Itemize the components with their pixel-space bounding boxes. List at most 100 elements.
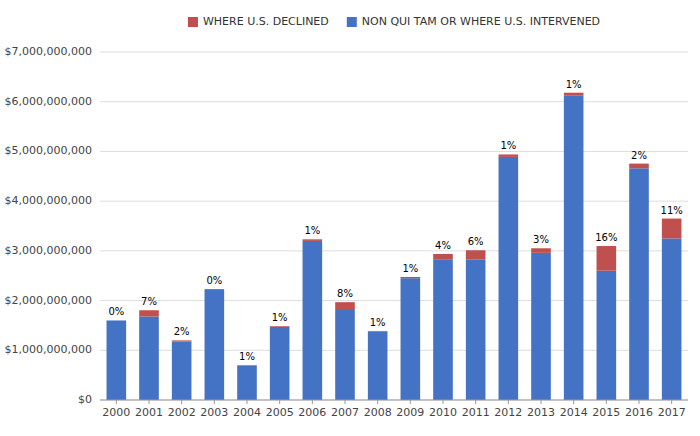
annotation: 2%	[631, 150, 647, 161]
chart: $0 $1,000,000,000 $2,000,000,000 $3,000,000…	[0, 0, 700, 436]
bar	[564, 93, 584, 96]
annotation: 1%	[500, 140, 516, 151]
x-tick	[671, 400, 672, 404]
annotation: 2%	[174, 326, 190, 337]
x-tick-label: 2013	[527, 406, 555, 419]
x-tick-label: 2015	[592, 406, 620, 419]
annotation: 7%	[141, 296, 157, 307]
x-tick-label: 2016	[625, 406, 653, 419]
legend-swatch	[347, 17, 357, 27]
x-tick-label: 2012	[494, 406, 522, 419]
x-tick-label: 2000	[102, 406, 130, 419]
x-tick	[410, 400, 411, 404]
annotation: 0%	[206, 275, 222, 286]
bar	[139, 316, 159, 400]
x-tick	[279, 400, 280, 404]
legend-item: WHERE U.S. DECLINED	[188, 15, 329, 28]
bar	[401, 278, 421, 400]
y-tick-label: $2,000,000,000	[5, 294, 92, 307]
legend-swatch	[188, 17, 198, 27]
x-tick-label: 2007	[331, 406, 359, 419]
bar	[597, 271, 617, 400]
legend-item: NON QUI TAM OR WHERE U.S. INTERVENED	[347, 15, 600, 28]
grid-line	[100, 151, 688, 152]
bar	[629, 168, 649, 400]
annotation: 1%	[402, 263, 418, 274]
y-tick-label: $3,000,000,000	[5, 244, 92, 257]
y-tick-label: $5,000,000,000	[5, 144, 92, 157]
x-tick-label: 2009	[396, 406, 424, 419]
x-tick	[573, 400, 574, 404]
annotation: 3%	[533, 234, 549, 245]
x-tick-label: 2008	[364, 406, 392, 419]
legend: WHERE U.S. DECLINED NON QUI TAM OR WHERE …	[188, 15, 600, 28]
background	[0, 0, 700, 436]
x-tick-label: 2003	[200, 406, 228, 419]
bar	[237, 365, 257, 366]
y-tick-label: $7,000,000,000	[5, 45, 92, 58]
x-tick	[639, 400, 640, 404]
x-tick-label: 2004	[233, 406, 261, 419]
x-axis: 2000200120022003200420052006200720082009…	[100, 400, 688, 419]
y-tick-label: $0	[78, 393, 92, 406]
x-tick-label: 2014	[560, 406, 588, 419]
legend-label: NON QUI TAM OR WHERE U.S. INTERVENED	[362, 15, 600, 28]
annotation: 1%	[370, 317, 386, 328]
x-tick	[312, 400, 313, 404]
bar	[466, 259, 486, 400]
x-tick	[508, 400, 509, 404]
x-axis-line	[100, 400, 688, 401]
x-tick-label: 2002	[168, 406, 196, 419]
x-tick	[443, 400, 444, 404]
bar	[433, 254, 453, 260]
x-tick-label: 2001	[135, 406, 163, 419]
annotation: 11%	[661, 205, 683, 216]
x-tick	[116, 400, 117, 404]
bar	[368, 332, 388, 400]
annotation: 16%	[595, 232, 617, 243]
bar	[205, 289, 225, 400]
bar	[107, 320, 127, 321]
bar	[335, 310, 355, 400]
bar	[172, 342, 192, 400]
bar	[303, 241, 323, 400]
grid-line	[100, 101, 688, 102]
bar	[531, 248, 551, 253]
bar	[662, 238, 682, 400]
x-tick-label: 2017	[658, 406, 686, 419]
y-axis: $0 $1,000,000,000 $2,000,000,000 $3,000,000…	[5, 45, 688, 406]
annotation: 6%	[468, 236, 484, 247]
annotation: 1%	[304, 225, 320, 236]
x-tick-label: 2010	[429, 406, 457, 419]
x-tick	[475, 400, 476, 404]
bar	[139, 310, 159, 316]
bar	[303, 239, 323, 241]
annotations: 0%7%2%0%1%1%1%8%1%1%4%6%1%3%1%16%2%11%	[108, 79, 682, 362]
annotation: 8%	[337, 288, 353, 299]
grid-line	[100, 52, 688, 53]
bar	[107, 320, 127, 400]
bar	[564, 96, 584, 400]
bar	[335, 302, 355, 310]
bar	[531, 253, 551, 400]
bar	[662, 219, 682, 239]
bar	[368, 330, 388, 332]
bar	[205, 289, 225, 290]
bar	[401, 277, 421, 278]
y-tick-label: $4,000,000,000	[5, 194, 92, 207]
y-tick-label: $6,000,000,000	[5, 95, 92, 108]
annotation: 0%	[108, 306, 124, 317]
bar	[499, 157, 519, 400]
y-tick-label: $1,000,000,000	[5, 343, 92, 356]
bar	[433, 260, 453, 400]
x-tick	[541, 400, 542, 404]
x-tick	[377, 400, 378, 404]
x-tick	[214, 400, 215, 404]
bar	[466, 250, 486, 259]
x-tick	[181, 400, 182, 404]
bar	[629, 164, 649, 169]
legend-label: WHERE U.S. DECLINED	[203, 15, 329, 28]
x-tick-label: 2011	[462, 406, 490, 419]
bar	[172, 340, 192, 341]
annotation: 1%	[272, 312, 288, 323]
